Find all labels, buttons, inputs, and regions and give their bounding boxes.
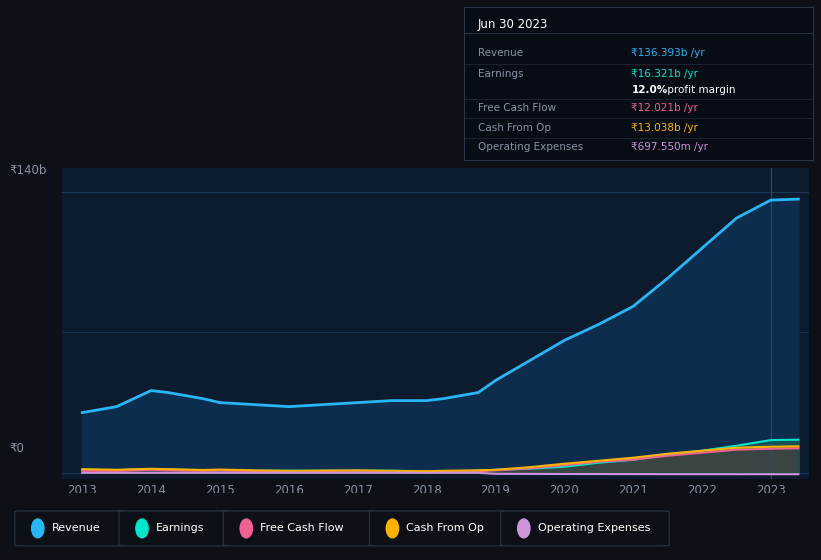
Text: Operating Expenses: Operating Expenses	[538, 524, 650, 534]
Text: 12.0%: 12.0%	[631, 85, 667, 95]
Ellipse shape	[32, 519, 44, 538]
Text: ₹697.550m /yr: ₹697.550m /yr	[631, 142, 709, 152]
Text: Jun 30 2023: Jun 30 2023	[478, 18, 548, 31]
Text: Cash From Op: Cash From Op	[478, 123, 551, 133]
Text: Earnings: Earnings	[156, 524, 204, 534]
Ellipse shape	[518, 519, 530, 538]
Text: Operating Expenses: Operating Expenses	[478, 142, 583, 152]
FancyBboxPatch shape	[119, 511, 230, 546]
FancyBboxPatch shape	[369, 511, 505, 546]
Text: ₹13.038b /yr: ₹13.038b /yr	[631, 123, 698, 133]
Text: ₹140b: ₹140b	[10, 164, 48, 178]
Ellipse shape	[387, 519, 399, 538]
Text: ₹136.393b /yr: ₹136.393b /yr	[631, 48, 705, 58]
Text: ₹12.021b /yr: ₹12.021b /yr	[631, 103, 698, 113]
FancyBboxPatch shape	[501, 511, 669, 546]
Ellipse shape	[136, 519, 148, 538]
Text: ₹16.321b /yr: ₹16.321b /yr	[631, 69, 699, 80]
Text: Free Cash Flow: Free Cash Flow	[478, 103, 556, 113]
Text: Revenue: Revenue	[478, 48, 523, 58]
Text: Revenue: Revenue	[52, 524, 100, 534]
Text: Cash From Op: Cash From Op	[406, 524, 484, 534]
Text: Earnings: Earnings	[478, 69, 523, 80]
FancyBboxPatch shape	[223, 511, 375, 546]
Text: ₹0: ₹0	[10, 441, 25, 455]
Text: Free Cash Flow: Free Cash Flow	[260, 524, 344, 534]
Text: profit margin: profit margin	[664, 85, 736, 95]
Ellipse shape	[240, 519, 253, 538]
FancyBboxPatch shape	[15, 511, 126, 546]
